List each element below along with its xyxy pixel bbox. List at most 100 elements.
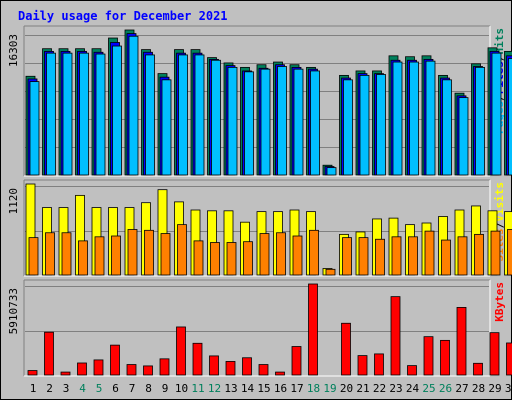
bar-pages-day-19 xyxy=(326,167,337,176)
bar-kbytes-day-24 xyxy=(407,365,417,376)
bar-pages-day-10 xyxy=(178,54,188,176)
bar-kbytes-day-6 xyxy=(110,344,120,376)
legend-entry-kbytes: KBytes xyxy=(493,282,506,322)
bar-sites-day-15 xyxy=(259,233,270,276)
bar-pages-day-27 xyxy=(458,97,469,176)
x-label-day-28: 28 xyxy=(472,382,485,395)
bar-pages-day-29 xyxy=(491,52,502,176)
bar-sites-day-12 xyxy=(210,242,220,276)
bar-kbytes-day-18 xyxy=(308,283,318,376)
x-label-day-13: 13 xyxy=(224,382,237,395)
ymax-label-hits-files-pages: 16303 xyxy=(7,34,20,67)
bar-kbytes-day-13 xyxy=(225,361,236,376)
bar-pages-day-3 xyxy=(62,52,73,176)
bar-pages-day-1 xyxy=(29,81,40,176)
bar-sites-day-26 xyxy=(441,239,451,276)
bar-kbytes-day-25 xyxy=(423,336,434,376)
bar-sites-day-6 xyxy=(111,235,121,276)
x-label-day-27: 27 xyxy=(455,382,468,395)
bar-pages-day-16 xyxy=(277,66,287,176)
bar-sites-day-10 xyxy=(177,224,187,276)
bar-sites-day-23 xyxy=(391,236,402,276)
bar-sites-day-14 xyxy=(243,241,253,276)
bar-sites-day-25 xyxy=(424,230,435,276)
bar-kbytes-day-3 xyxy=(60,371,71,376)
bar-pages-day-18 xyxy=(310,70,320,176)
x-label-day-24: 24 xyxy=(406,382,420,395)
bar-kbytes-day-27 xyxy=(456,307,467,376)
x-label-day-21: 21 xyxy=(356,382,369,395)
bar-kbytes-day-5 xyxy=(93,359,104,376)
bar-kbytes-day-29 xyxy=(489,332,500,376)
x-label-day-2: 2 xyxy=(46,382,53,395)
bar-sites-day-29 xyxy=(490,230,501,276)
x-label-day-9: 9 xyxy=(162,382,169,395)
x-label-day-20: 20 xyxy=(340,382,353,395)
bar-kbytes-day-12 xyxy=(209,355,219,376)
bar-pages-day-8 xyxy=(145,54,155,176)
bar-pages-day-25 xyxy=(425,60,436,176)
bar-sites-day-19 xyxy=(325,268,336,276)
bar-kbytes-day-23 xyxy=(390,296,401,376)
bar-kbytes-day-20 xyxy=(341,322,351,376)
x-label-day-8: 8 xyxy=(145,382,152,395)
bar-kbytes-day-16 xyxy=(275,371,285,376)
bar-pages-day-9 xyxy=(161,79,172,176)
bar-kbytes-day-17 xyxy=(291,346,302,376)
bar-kbytes-day-14 xyxy=(242,357,252,376)
bar-kbytes-day-21 xyxy=(357,355,368,376)
bar-pages-day-6 xyxy=(112,45,122,176)
bar-kbytes-day-7 xyxy=(126,364,137,376)
bar-sites-day-20 xyxy=(342,237,352,276)
bar-pages-day-17 xyxy=(293,68,304,176)
bar-pages-day-4 xyxy=(79,52,89,176)
bar-kbytes-day-8 xyxy=(143,365,153,376)
x-label-day-10: 10 xyxy=(175,382,188,395)
ymax-label-visits-sites: 1120 xyxy=(7,188,20,215)
bar-sites-day-5 xyxy=(94,236,105,276)
bar-sites-day-3 xyxy=(61,232,72,276)
x-label-day-11: 11 xyxy=(191,382,204,395)
bar-sites-day-1 xyxy=(28,237,39,276)
bar-pages-day-7 xyxy=(128,35,139,176)
x-label-day-19: 19 xyxy=(323,382,336,395)
bar-kbytes-day-11 xyxy=(192,342,203,376)
bar-pages-day-13 xyxy=(227,66,238,176)
x-label-day-30: 30 xyxy=(505,382,512,395)
bar-pages-day-5 xyxy=(95,53,106,176)
bar-pages-day-20 xyxy=(343,79,353,176)
x-label-day-25: 25 xyxy=(422,382,435,395)
bar-kbytes-day-26 xyxy=(440,339,450,376)
bar-sites-day-17 xyxy=(292,235,303,276)
legend-separator: / xyxy=(493,221,506,228)
x-label-day-7: 7 xyxy=(129,382,136,395)
bar-pages-day-11 xyxy=(194,54,205,176)
bar-kbytes-day-9 xyxy=(159,358,170,376)
bar-pages-day-22 xyxy=(376,74,386,176)
bar-sites-day-28 xyxy=(474,233,484,276)
x-label-day-3: 3 xyxy=(63,382,70,395)
bar-kbytes-day-2 xyxy=(44,331,54,376)
bar-kbytes-day-30 xyxy=(506,342,512,376)
bar-pages-day-14 xyxy=(244,71,254,176)
x-label-day-22: 22 xyxy=(373,382,386,395)
bar-sites-day-21 xyxy=(358,237,369,276)
x-label-day-18: 18 xyxy=(307,382,320,395)
x-label-day-16: 16 xyxy=(274,382,287,395)
bar-sites-day-7 xyxy=(127,229,138,276)
bar-pages-day-12 xyxy=(211,59,221,176)
x-label-day-17: 17 xyxy=(290,382,303,395)
bar-kbytes-day-28 xyxy=(473,362,483,376)
legend-kbytes: KBytes xyxy=(493,282,506,322)
ymax-label-kbytes: 5910733 xyxy=(7,288,20,334)
x-label-day-14: 14 xyxy=(241,382,255,395)
bar-pages-day-28 xyxy=(475,66,485,176)
bar-pages-day-21 xyxy=(359,74,370,176)
bar-pages-day-24 xyxy=(409,61,419,176)
bar-kbytes-day-15 xyxy=(258,364,269,376)
bar-pages-day-23 xyxy=(392,61,403,176)
bar-pages-day-30 xyxy=(508,58,512,176)
x-label-day-12: 12 xyxy=(208,382,221,395)
bar-sites-day-16 xyxy=(276,232,286,276)
